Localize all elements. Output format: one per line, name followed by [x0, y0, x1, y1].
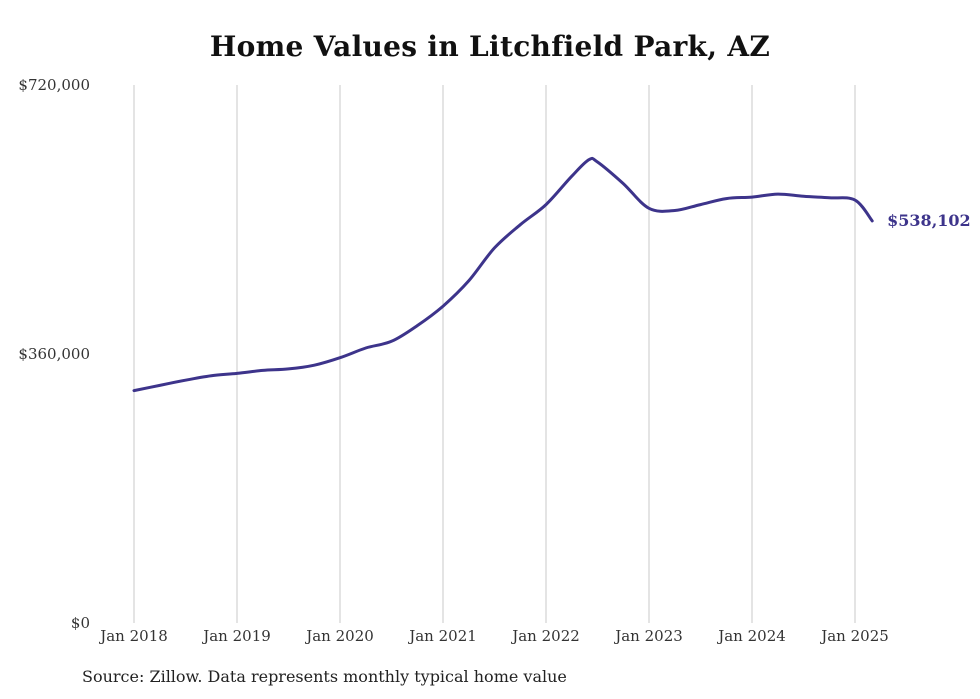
- series-line: [132, 156, 874, 393]
- y-tick-label: $0: [71, 614, 90, 632]
- gridlines: [133, 85, 856, 623]
- x-tick-label: Jan 2019: [201, 627, 271, 645]
- x-tick-label: Jan 2025: [819, 627, 889, 645]
- x-tick-label: Jan 2018: [98, 627, 168, 645]
- x-tick-label: Jan 2020: [304, 627, 374, 645]
- y-tick-label: $360,000: [18, 345, 90, 363]
- x-tick-label: Jan 2022: [510, 627, 580, 645]
- y-axis-tick-labels: $0 $360,000 $720,000: [18, 76, 90, 632]
- x-tick-label: Jan 2024: [716, 627, 786, 645]
- x-tick-label: Jan 2023: [613, 627, 683, 645]
- y-tick-label: $720,000: [18, 76, 90, 94]
- source-note: Source: Zillow. Data represents monthly …: [82, 667, 567, 686]
- line-chart: $0$360,000$720,000 Jan 2018 Jan 2019 Jan 2…: [18, 76, 971, 645]
- chart-title: Home Values in Litchfield Park, AZ: [209, 30, 771, 63]
- x-axis-tick-labels: Jan 2018 Jan 2019 Jan 2020 Jan 2021 Jan 2022…: [98, 627, 889, 645]
- x-tick-label: Jan 2021: [407, 627, 477, 645]
- end-value-label-group: $538,102: [887, 211, 971, 230]
- series-line-group: [132, 156, 874, 393]
- end-value-label: $538,102: [887, 211, 971, 230]
